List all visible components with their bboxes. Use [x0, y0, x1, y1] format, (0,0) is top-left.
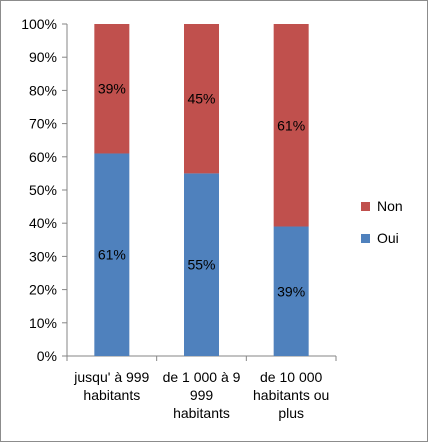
- bar-segment-oui: [94, 153, 130, 356]
- y-tick-label: 10%: [29, 315, 57, 331]
- y-tick-label: 20%: [29, 282, 57, 298]
- y-tick-label: 90%: [29, 49, 57, 65]
- x-category-label: habitants: [173, 405, 230, 421]
- y-tick-label: 100%: [21, 16, 57, 32]
- bar-segment-non: [184, 24, 219, 174]
- x-category-label: habitants: [83, 387, 140, 403]
- data-label: 45%: [187, 91, 215, 107]
- y-tick-label: 0%: [37, 348, 57, 364]
- bar-segment-oui: [273, 226, 309, 356]
- bar-segment-non: [94, 24, 130, 154]
- data-label: 61%: [98, 247, 126, 263]
- x-category-label: habitants ou: [253, 387, 329, 403]
- y-tick-label: 80%: [29, 82, 57, 98]
- x-category-label: de 10 000: [260, 369, 322, 385]
- data-label: 39%: [277, 283, 305, 299]
- data-label: 61%: [277, 117, 305, 133]
- data-label: 55%: [187, 257, 215, 273]
- y-tick-label: 50%: [29, 182, 57, 198]
- x-category-label: 999: [190, 387, 214, 403]
- legend-swatch-oui: [361, 234, 370, 243]
- bar-segment-oui: [184, 173, 219, 356]
- legend-label-non: Non: [377, 198, 403, 214]
- y-tick-label: 30%: [29, 248, 57, 264]
- y-tick-label: 70%: [29, 116, 57, 132]
- legend-swatch-non: [361, 202, 370, 211]
- y-tick-label: 40%: [29, 215, 57, 231]
- data-label: 39%: [98, 81, 126, 97]
- legend-label-oui: Oui: [377, 230, 399, 246]
- y-tick-label: 60%: [29, 149, 57, 165]
- x-category-label: de 1 000 à 9: [163, 369, 241, 385]
- x-category-label: jusqu' à 999: [73, 369, 149, 385]
- x-category-label: plus: [278, 405, 304, 421]
- bar-segment-non: [273, 24, 309, 227]
